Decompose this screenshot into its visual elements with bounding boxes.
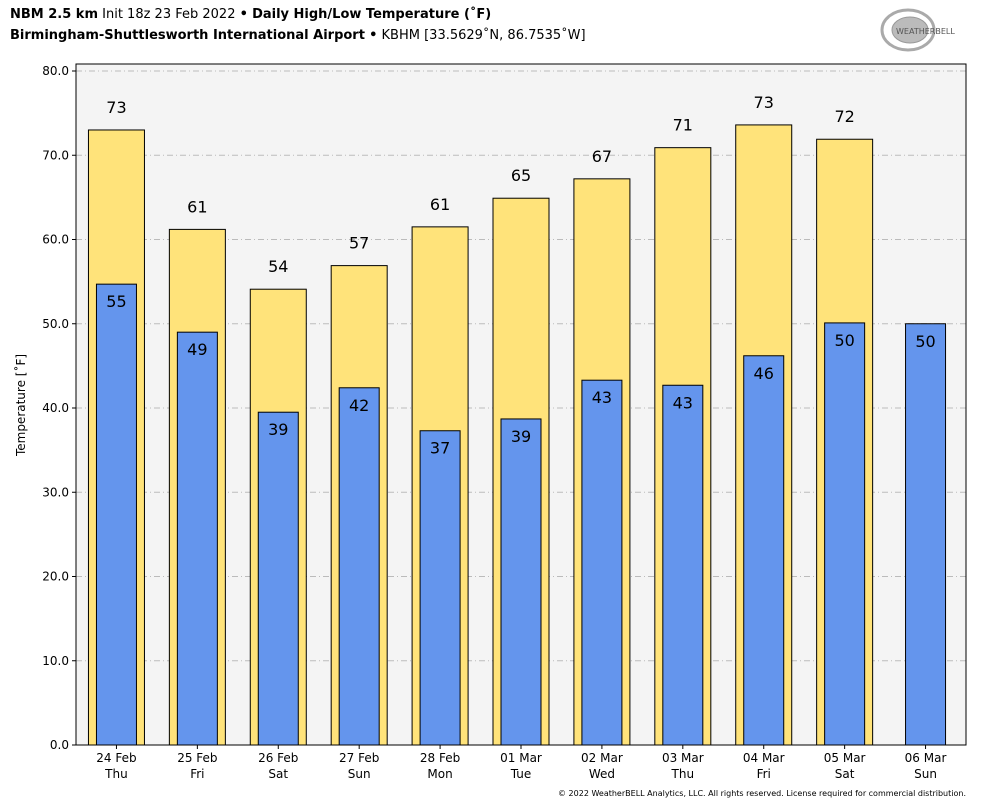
station-name: Birmingham-Shuttlesworth International A…	[10, 28, 365, 43]
high-label: 71	[673, 116, 693, 135]
low-label: 42	[349, 396, 369, 415]
x-tick-day: Sun	[348, 767, 371, 781]
low-bar	[176, 331, 218, 746]
product-title: Daily High/Low Temperature (˚F)	[252, 7, 492, 22]
x-tick-date: 02 Mar	[581, 751, 623, 765]
y-tick-label: 0.0	[50, 738, 69, 752]
title-line-2: Birmingham-Shuttlesworth International A…	[10, 28, 586, 43]
x-tick-date: 28 Feb	[420, 751, 460, 765]
low-label: 49	[187, 340, 207, 359]
low-bar	[824, 322, 866, 746]
low-bar	[500, 418, 542, 746]
x-tick-day: Sun	[914, 767, 937, 781]
y-tick-label: 60.0	[42, 233, 69, 247]
low-label: 43	[592, 388, 612, 407]
low-bar	[419, 430, 461, 746]
svg-text:WEATHERBELL: WEATHERBELL	[896, 27, 955, 36]
x-tick-day: Wed	[589, 767, 615, 781]
low-bar	[743, 355, 785, 746]
x-tick-day: Thu	[104, 767, 128, 781]
station-info: KBHM [33.5629˚N, 86.7535˚W]	[381, 28, 586, 43]
x-tick-day: Fri	[757, 767, 771, 781]
copyright-footer: © 2022 WeatherBELL Analytics, LLC. All r…	[558, 789, 966, 798]
x-tick-date: 24 Feb	[96, 751, 136, 765]
x-tick-date: 01 Mar	[500, 751, 542, 765]
high-label: 72	[834, 107, 854, 126]
high-label: 65	[511, 166, 531, 185]
high-label: 54	[268, 257, 288, 276]
x-tick-date: 27 Feb	[339, 751, 379, 765]
x-tick-date: 26 Feb	[258, 751, 298, 765]
x-tick-date: 03 Mar	[662, 751, 704, 765]
high-label: 61	[187, 197, 207, 216]
x-tick-date: 06 Mar	[905, 751, 947, 765]
low-label: 50	[915, 332, 935, 351]
low-label: 46	[754, 364, 774, 383]
title-line-1: NBM 2.5 km Init 18z 23 Feb 2022 • Daily …	[10, 7, 491, 22]
low-label: 43	[673, 393, 693, 412]
y-axis-label: Temperature [˚F]	[13, 354, 28, 457]
y-tick-label: 10.0	[42, 654, 69, 668]
low-bar	[95, 283, 137, 746]
high-label: 57	[349, 234, 369, 253]
y-tick-label: 20.0	[42, 570, 69, 584]
x-tick-day: Tue	[510, 767, 532, 781]
x-tick-date: 05 Mar	[824, 751, 866, 765]
high-label: 67	[592, 147, 612, 166]
high-label: 61	[430, 195, 450, 214]
separator: •	[369, 28, 378, 43]
y-tick-label: 70.0	[42, 148, 69, 162]
x-tick-day: Fri	[190, 767, 204, 781]
x-tick-date: 25 Feb	[177, 751, 217, 765]
x-tick-day: Sat	[835, 767, 855, 781]
low-label: 37	[430, 439, 450, 458]
low-bar	[581, 379, 623, 746]
low-label: 39	[511, 427, 531, 446]
separator: •	[239, 7, 248, 22]
x-tick-day: Mon	[427, 767, 452, 781]
low-label: 39	[268, 420, 288, 439]
y-tick-label: 80.0	[42, 64, 69, 78]
x-tick-date: 04 Mar	[743, 751, 785, 765]
low-bar	[662, 384, 704, 746]
y-tick-label: 40.0	[42, 401, 69, 415]
model-name: NBM 2.5 km	[10, 7, 98, 22]
low-bar	[905, 323, 947, 746]
weatherbell-logo: WEATHERBELL	[880, 8, 955, 52]
y-tick-label: 30.0	[42, 485, 69, 499]
low-label: 50	[834, 331, 854, 350]
x-tick-day: Sat	[268, 767, 288, 781]
y-tick-label: 50.0	[42, 317, 69, 331]
high-label: 73	[106, 98, 126, 117]
high-label: 73	[754, 93, 774, 112]
x-tick-day: Thu	[671, 767, 695, 781]
low-bar	[338, 387, 380, 746]
init-time: Init 18z 23 Feb 2022	[102, 7, 236, 22]
low-label: 55	[106, 292, 126, 311]
low-bar	[257, 411, 299, 746]
